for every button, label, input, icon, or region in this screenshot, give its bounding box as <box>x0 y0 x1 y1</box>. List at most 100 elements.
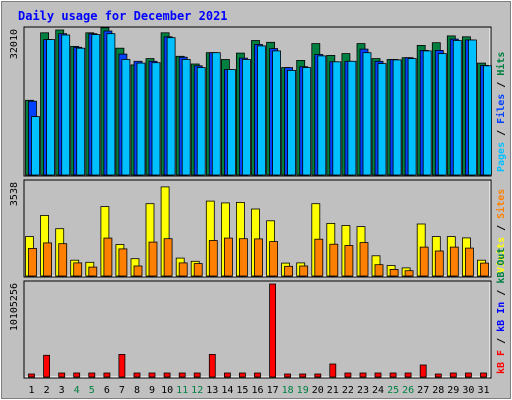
bar-sites-day-3 <box>58 243 68 277</box>
x-tick-label-day-24: 24 <box>372 385 384 396</box>
x-tick-label-day-23: 23 <box>357 385 369 396</box>
bar-pages-day-27 <box>422 50 432 176</box>
x-tick-label-day-20: 20 <box>312 385 324 396</box>
x-tick-label-day-16: 16 <box>251 385 263 396</box>
legend-separator: / <box>496 219 507 237</box>
bar-sites-day-1 <box>28 247 37 277</box>
bar-pages-day-1 <box>31 116 40 176</box>
bar-sites-day-21 <box>329 243 339 277</box>
bar-pages-day-22 <box>347 60 357 176</box>
panel-middle: 3538 Visits / Sites <box>9 179 507 278</box>
bar-pages-day-25 <box>392 59 402 176</box>
bar-sites-day-25 <box>389 268 399 277</box>
chart-panels: 32010 Pages / Files / Hits 3538 Visits / Si… <box>9 26 507 379</box>
x-tick-label-day-1: 1 <box>28 385 34 396</box>
x-tick-label-day-15: 15 <box>236 385 248 396</box>
bar-pages-day-11 <box>181 59 191 176</box>
bar-kb-f-day-19 <box>299 373 307 378</box>
panel-middle-ymax-label: 3538 <box>9 182 20 206</box>
bar-kb-f-day-20 <box>314 373 322 378</box>
bar-sites-day-2 <box>43 242 52 277</box>
panel-bottom-ymax-label: 10105256 <box>9 283 20 331</box>
bar-sites-day-11 <box>178 262 188 277</box>
bar-pages-day-31 <box>483 65 492 176</box>
legend-entry-kb-in: kB In <box>496 302 507 332</box>
bar-kb-f-day-2 <box>43 354 50 378</box>
x-tick-label-day-7: 7 <box>119 385 125 396</box>
bar-sites-day-26 <box>404 270 414 277</box>
x-tick-label-day-5: 5 <box>89 385 95 396</box>
bar-kb-f-day-7 <box>118 353 126 378</box>
x-tick-label-day-17: 17 <box>267 385 279 396</box>
bar-sites-day-30 <box>464 247 474 277</box>
bar-pages-day-7 <box>121 59 131 176</box>
bar-kb-f-day-27 <box>419 364 427 378</box>
panel-bottom-area <box>23 280 492 379</box>
x-tick-label-day-2: 2 <box>44 385 50 396</box>
bar-pages-day-18 <box>287 70 297 176</box>
bar-kb-f-day-16 <box>254 372 261 378</box>
bar-kb-f-day-15 <box>238 372 246 378</box>
bar-sites-day-6 <box>103 237 113 277</box>
panel-top: 32010 Pages / Files / Hits <box>9 26 507 177</box>
legend-entry-visits: Visits <box>495 237 507 273</box>
bar-pages-day-6 <box>106 33 116 176</box>
bar-pages-day-30 <box>467 39 477 176</box>
bar-pages-day-15 <box>241 59 251 176</box>
bar-sites-day-5 <box>88 266 98 277</box>
bar-sites-day-17 <box>269 241 279 277</box>
bar-pages-day-16 <box>257 45 266 176</box>
x-tick-label-day-25: 25 <box>387 385 399 396</box>
x-tick-label-day-31: 31 <box>477 385 489 396</box>
bar-kb-f-day-18 <box>284 373 292 378</box>
bar-sites-day-29 <box>449 246 459 277</box>
bar-sites-day-23 <box>359 242 369 277</box>
bar-kb-f-day-17 <box>269 283 277 378</box>
x-tick-label-day-13: 13 <box>206 385 218 396</box>
bar-sites-day-7 <box>118 248 128 277</box>
legend-separator: / <box>496 76 507 94</box>
x-tick-label-day-9: 9 <box>149 385 155 396</box>
bar-kb-f-day-14 <box>223 372 231 378</box>
bar-kb-f-day-25 <box>389 372 397 378</box>
legend-entry-kb-out: kB Out <box>496 248 507 284</box>
bar-pages-day-12 <box>196 67 206 176</box>
bar-pages-day-20 <box>317 55 327 176</box>
bar-pages-day-21 <box>332 61 342 176</box>
bar-kb-f-day-1 <box>28 373 35 378</box>
bar-kb-f-day-11 <box>178 372 186 378</box>
legend-entry-pages: Pages <box>496 142 507 172</box>
bar-sites-day-4 <box>73 262 83 277</box>
bar-pages-day-3 <box>61 34 71 176</box>
bar-pages-day-28 <box>437 53 447 176</box>
chart-title: Daily usage for December 2021 <box>18 9 228 23</box>
bar-pages-day-23 <box>362 52 372 176</box>
x-tick-label-day-6: 6 <box>104 385 110 396</box>
bar-kb-f-day-24 <box>374 372 382 378</box>
bar-pages-day-24 <box>377 63 387 176</box>
x-tick-label-day-12: 12 <box>191 385 203 396</box>
x-tick-label-day-10: 10 <box>161 385 173 396</box>
legend-entry-hits: Hits <box>495 52 507 76</box>
x-axis-labels: 1 2 3 4 5 6 7 8 9 10 11 12 13 14 15 16 17 18 19 20 21 22 23 24 2… <box>28 385 489 396</box>
bar-kb-f-day-29 <box>449 372 457 378</box>
bar-sites-day-10 <box>163 238 173 277</box>
panel-top-legend: Pages / Files / Hits <box>495 52 507 172</box>
x-tick-label-day-19: 19 <box>297 385 309 396</box>
x-tick-label-day-8: 8 <box>134 385 140 396</box>
bar-pages-day-10 <box>166 37 176 176</box>
bar-pages-day-17 <box>272 50 282 176</box>
bar-kb-f-day-21 <box>329 363 337 378</box>
bar-sites-day-9 <box>148 241 158 277</box>
bar-sites-day-20 <box>314 238 324 277</box>
bar-kb-f-day-28 <box>434 373 442 378</box>
legend-separator: / <box>496 284 507 302</box>
x-tick-label-day-18: 18 <box>282 385 294 396</box>
bar-sites-day-16 <box>254 238 263 277</box>
bar-kb-f-day-12 <box>193 372 201 378</box>
panel-bottom-legend: kB F / kB In / kB Out <box>496 248 507 374</box>
bar-sites-day-28 <box>434 250 444 277</box>
bar-sites-day-31 <box>480 262 489 277</box>
